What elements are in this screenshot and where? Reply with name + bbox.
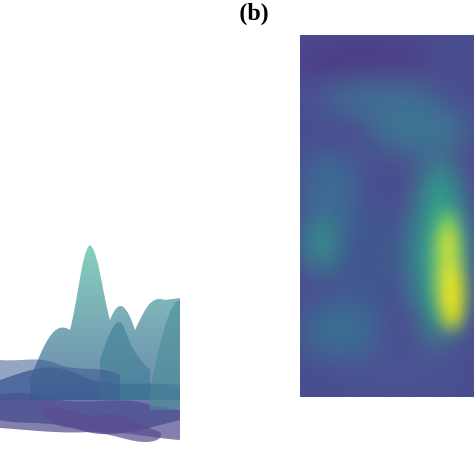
panel-label: (b) [239, 0, 268, 26]
surface-plot [0, 245, 180, 443]
heatmap [300, 35, 474, 397]
